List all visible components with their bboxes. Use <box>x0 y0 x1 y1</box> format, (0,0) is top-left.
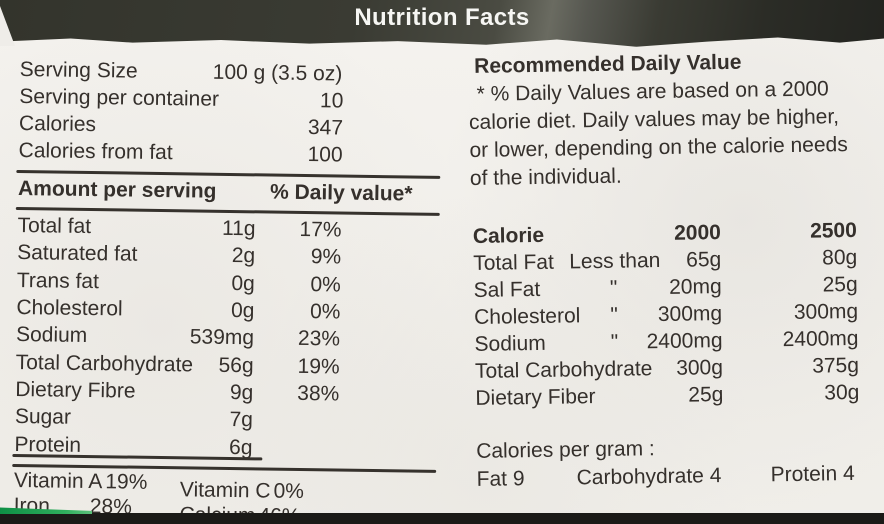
reference-2000-value: 300mg <box>657 302 723 327</box>
amount-per-serving-header: Amount per serving <box>17 177 217 203</box>
calories-label: Calories <box>18 112 97 137</box>
nutrient-amount: 0g <box>230 299 255 323</box>
daily-value-note-line: or lower, depending on the calorie needs <box>469 133 848 162</box>
nutrient-row-sugar: Sugar 7g <box>13 405 441 437</box>
reference-label: Total Fat <box>473 250 554 275</box>
vitamin-a-item: Vitamin A 19% <box>14 469 148 495</box>
reference-label: Cholesterol <box>473 304 581 329</box>
vitamin-c-value: 0% <box>273 479 305 504</box>
nutrient-row-saturated-fat: Saturated fat 2g 9% <box>15 241 443 273</box>
nutrition-panel-right: Recommended Daily Value * % Daily Values… <box>468 48 884 517</box>
nutrient-label: Total fat <box>17 214 92 239</box>
reference-2000-value: 300g <box>676 356 724 380</box>
nutrient-daily-value: 9% <box>310 245 342 269</box>
servings-per-container-value: 10 <box>319 89 344 113</box>
servings-per-container-label: Serving per container <box>19 85 220 111</box>
nutrient-amount: 0g <box>231 272 255 296</box>
nutrient-amount: 539mg <box>189 325 255 350</box>
daily-value-note-line: calorie diet. Daily values may be higher… <box>468 105 840 134</box>
daily-value-header: % Daily value* <box>269 180 413 206</box>
reference-2000-value: 20mg <box>668 275 722 299</box>
nutrient-daily-value: 38% <box>297 381 340 406</box>
nutrient-label: Dietary Fibre <box>15 377 136 403</box>
vitamin-c-item: Vitamin C 0% <box>180 478 304 504</box>
vitamin-a-label: Vitamin A <box>13 468 103 494</box>
recommended-daily-value-heading: Recommended Daily Value <box>473 50 742 78</box>
calories-from-fat-label: Calories from fat <box>18 139 173 165</box>
calories-per-gram-protein: Protein 4 <box>770 461 855 487</box>
nutrient-daily-value: 23% <box>297 326 341 351</box>
reference-2500-value: 300mg <box>793 299 859 324</box>
vitamin-a-value: 19% <box>105 470 148 494</box>
calories-value: 347 <box>307 116 344 140</box>
reference-2000-value: 2400mg <box>646 329 723 354</box>
nutrient-amount: 56g <box>218 353 254 378</box>
reference-2000-value: 25g <box>688 383 724 407</box>
nutrition-facts-title: Nutrition Facts <box>354 4 530 31</box>
nutrient-label: Cholesterol <box>16 296 123 321</box>
reference-2500-value: 2400mg <box>782 326 859 352</box>
calories-from-fat-row: Calories from fat 100 <box>16 139 444 171</box>
nutrient-label: Sodium <box>15 323 88 347</box>
reference-label: Sal Fat <box>473 277 541 302</box>
vitamin-c-label: Vitamin C <box>179 478 271 503</box>
reference-2500-value: 80g <box>822 245 858 270</box>
nutrient-amount: 11g <box>221 216 256 241</box>
reference-label: Sodium <box>474 331 546 356</box>
nutrition-panel-left: Serving Size 100 g (3.5 oz) Serving per … <box>11 52 446 524</box>
package-top-band <box>0 0 884 47</box>
serving-size-value: 100 g (3.5 oz) <box>212 60 343 86</box>
calories-per-gram-title: Calories per gram : <box>476 437 655 463</box>
nutrient-daily-value <box>257 408 339 409</box>
daily-value-note-line: * % Daily Values are based on a 2000 <box>476 77 829 106</box>
reference-2000-value: 65g <box>686 248 722 272</box>
nutrient-amount: 9g <box>229 380 254 405</box>
nutrient-daily-value: 0% <box>310 273 341 297</box>
reference-2500-value: 25g <box>822 272 858 297</box>
nutrient-amount: 7g <box>229 407 254 432</box>
calories-from-fat-value: 100 <box>307 143 343 167</box>
nutrient-label: Sugar <box>14 404 72 429</box>
nutrient-label: Saturated fat <box>17 241 138 266</box>
reference-row-dietary-fiber: Dietary Fiber 25g 30g <box>473 380 884 413</box>
reference-2500-value: 375g <box>812 353 860 378</box>
column-2000-header: 2000 <box>673 221 722 245</box>
nutrient-daily-value: 0% <box>309 300 341 324</box>
nutrient-daily-value: 17% <box>299 217 342 242</box>
reference-label: Dietary Fiber <box>475 385 596 410</box>
calories-per-gram-fat: Fat 9 <box>476 467 525 491</box>
nutrient-row-protein: Protein 6g <box>12 433 440 465</box>
reference-2500-value: 30g <box>824 380 860 405</box>
table-header-row: Amount per serving % Daily value* <box>16 177 444 209</box>
column-2500-header: 2500 <box>809 218 857 243</box>
package-bottom-edge <box>0 513 884 524</box>
calories-per-gram-carbohydrate: Carbohydrate 4 <box>576 464 722 490</box>
serving-size-label: Serving Size <box>19 58 138 83</box>
package-green-stripe <box>0 507 92 514</box>
nutrient-label: Trans fat <box>16 269 100 294</box>
nutrient-amount: 2g <box>231 244 256 268</box>
daily-value-note-line: of the individual. <box>469 164 622 190</box>
nutrient-daily-value <box>257 436 339 437</box>
nutrient-daily-value: 19% <box>297 354 340 379</box>
nutrient-row-sodium: Sodium 539mg 23% <box>14 323 442 355</box>
calorie-column-header: Calorie <box>472 223 545 248</box>
